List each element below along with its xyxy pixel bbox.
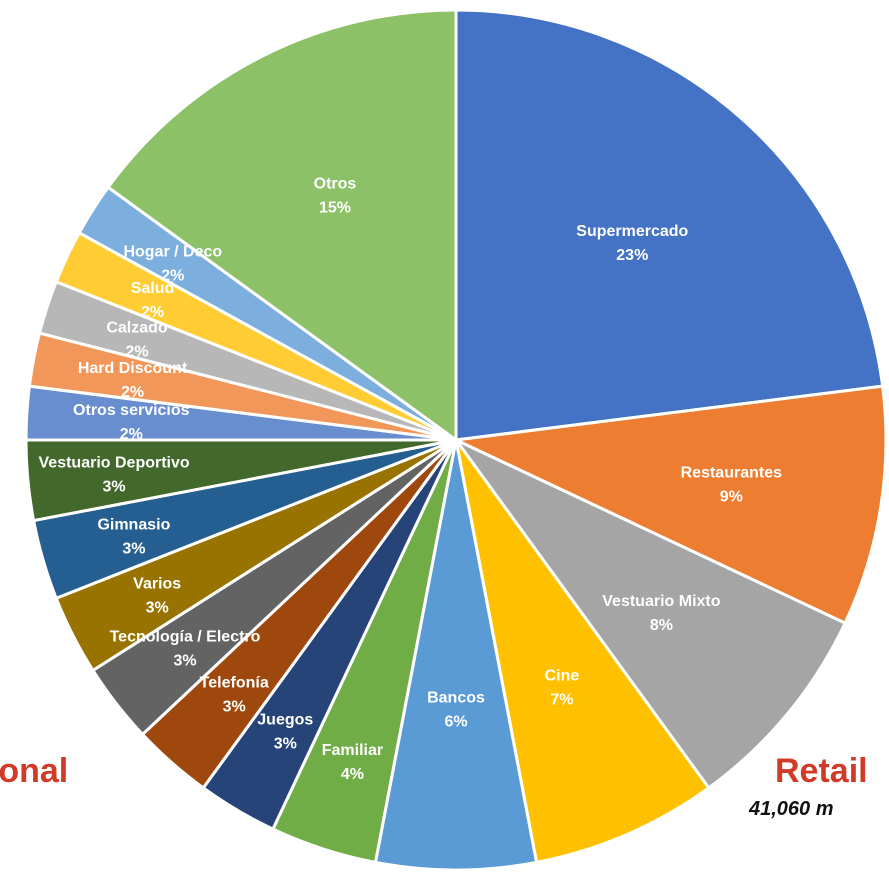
slice-category-label: Gimnasio — [97, 517, 170, 534]
slice-percent-label: 6% — [444, 714, 467, 731]
slice-category-label: Vestuario Mixto — [602, 593, 720, 610]
slice-percent-label: 8% — [650, 617, 673, 634]
slice-percent-label: 2% — [121, 384, 144, 401]
slice-percent-label: 9% — [720, 489, 743, 506]
slice-percent-label: 3% — [274, 736, 297, 753]
slice-category-label: Otros — [314, 176, 357, 193]
slice-percent-label: 3% — [223, 699, 246, 716]
slice-percent-label: 3% — [146, 599, 169, 616]
slice-category-label: Familiar — [322, 742, 383, 759]
slice-category-label: Otros servicios — [73, 402, 190, 419]
slice-percent-label: 15% — [319, 200, 351, 217]
slice-category-label: Hogar / Deco — [123, 243, 222, 260]
slice-category-label: Vestuario Deportivo — [39, 455, 190, 472]
slice-percent-label: 4% — [341, 766, 364, 783]
slice-category-label: Telefonía — [200, 675, 269, 692]
slice-percent-label: 3% — [173, 653, 196, 670]
slice-percent-label: 23% — [616, 247, 648, 264]
right-side-subtitle: 41,060 m — [749, 798, 834, 821]
slice-percent-label: 3% — [103, 479, 126, 496]
slice-category-label: Varios — [133, 575, 181, 592]
slice-percent-label: 2% — [161, 267, 184, 284]
slice-category-label: Bancos — [427, 690, 485, 707]
slice-percent-label: 2% — [125, 343, 148, 360]
slice-percent-label: 2% — [120, 426, 143, 443]
right-side-title: Retail — [775, 752, 868, 791]
slice-category-label: Restaurantes — [681, 465, 782, 482]
slice-category-label: Juegos — [257, 712, 313, 729]
slice-category-label: Cine — [545, 668, 580, 685]
slice-category-label: Hard Discount — [78, 360, 188, 377]
slice-category-label: Supermercado — [576, 223, 688, 240]
slice-percent-label: 3% — [122, 541, 145, 558]
slice-percent-label: 2% — [141, 304, 164, 321]
slice-category-label: Tecnología / Electro — [110, 629, 261, 646]
slice-percent-label: 7% — [550, 692, 573, 709]
slice-category-label: Calzado — [106, 319, 168, 336]
left-side-title: cional — [0, 752, 68, 791]
